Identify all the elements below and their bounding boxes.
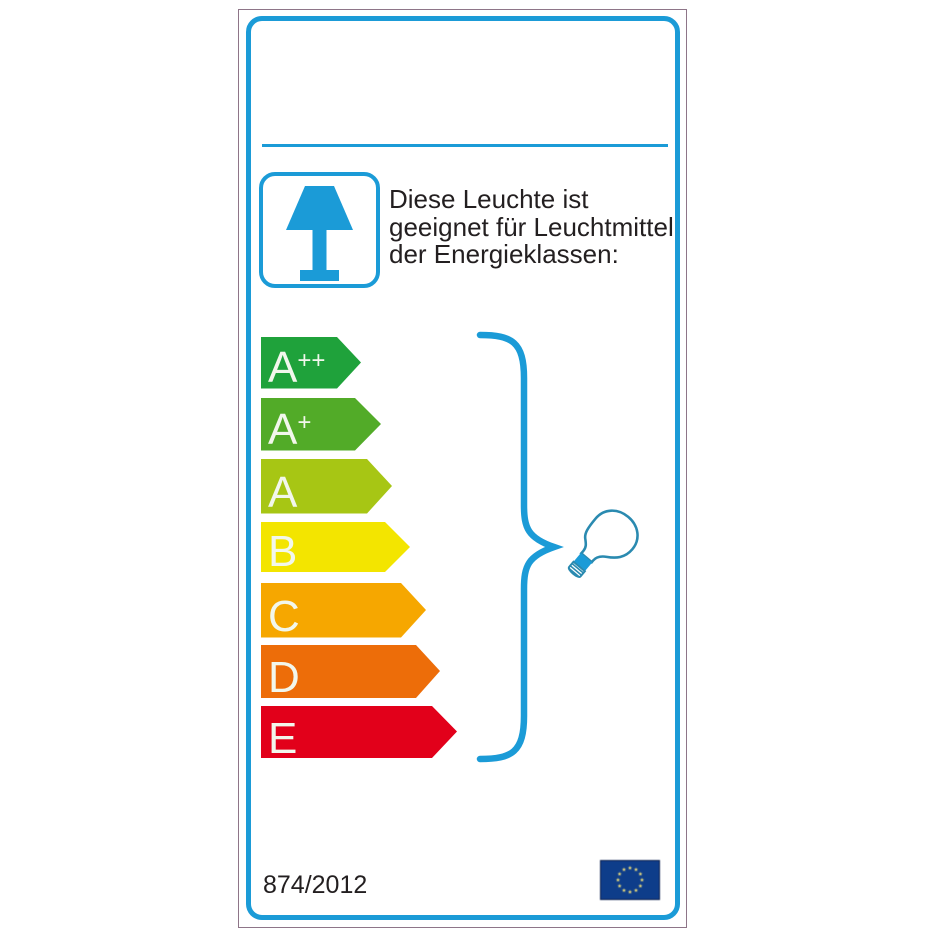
svg-text:E: E	[268, 714, 297, 763]
svg-text:D: D	[268, 653, 300, 702]
svg-text:B: B	[268, 527, 297, 576]
svg-text:A: A	[268, 468, 298, 517]
svg-text:C: C	[268, 592, 300, 641]
